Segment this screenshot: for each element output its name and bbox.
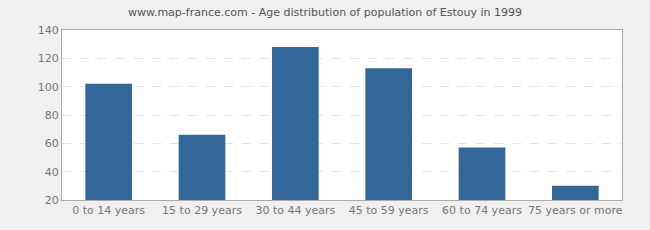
svg-text:75 years or more: 75 years or more	[528, 204, 623, 217]
svg-text:140: 140	[38, 24, 59, 37]
svg-text:100: 100	[38, 81, 59, 94]
svg-text:45 to 59 years: 45 to 59 years	[349, 204, 429, 217]
svg-text:0 to 14 years: 0 to 14 years	[72, 204, 145, 217]
svg-text:80: 80	[45, 109, 59, 122]
svg-text:60 to 74 years: 60 to 74 years	[442, 204, 522, 217]
svg-text:20: 20	[45, 194, 59, 207]
svg-text:60: 60	[45, 137, 59, 150]
svg-text:15 to 29 years: 15 to 29 years	[162, 204, 242, 217]
svg-text:120: 120	[38, 52, 59, 65]
svg-text:www.map-france.com - Age distr: www.map-france.com - Age distribution of…	[128, 6, 522, 19]
svg-text:30 to 44 years: 30 to 44 years	[255, 204, 335, 217]
svg-text:40: 40	[45, 166, 59, 179]
